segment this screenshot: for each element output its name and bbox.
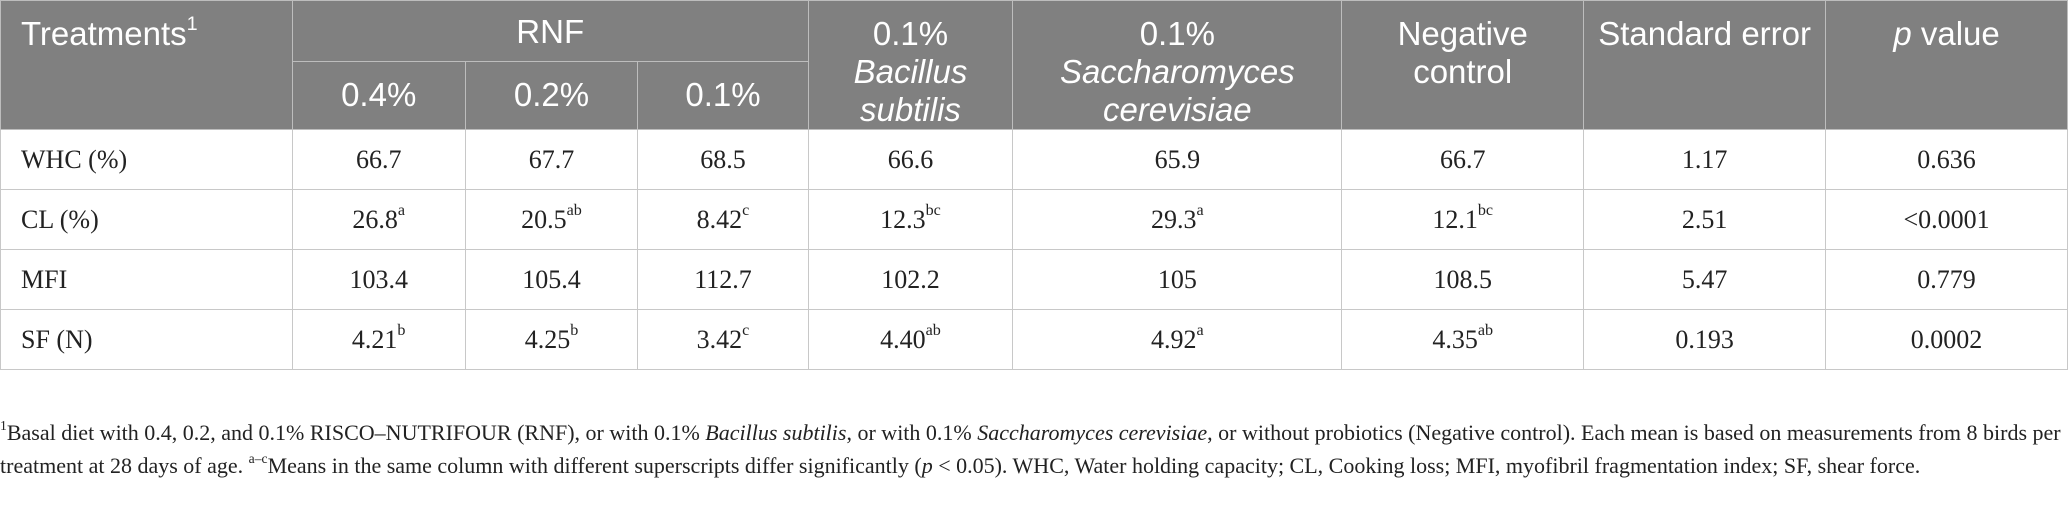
table-cell: 0.779 <box>1825 249 2068 310</box>
table-cell: 66.7 <box>1341 129 1585 190</box>
row-label: SF (N) <box>0 309 293 370</box>
table-row-whc: WHC (%) 66.7 67.7 68.5 66.6 65.9 66.7 1.… <box>0 129 2068 190</box>
header-rnf-level-3: 0.1% <box>637 61 809 130</box>
table-cell: 67.7 <box>464 129 639 190</box>
table-cell: 68.5 <box>637 129 809 190</box>
row-label: MFI <box>0 249 293 310</box>
table-cell: 66.7 <box>291 129 466 190</box>
table-cell: 12.3bc <box>807 189 1014 250</box>
table-row-mfi: MFI 103.4 105.4 112.7 102.2 105 108.5 5.… <box>0 249 2068 310</box>
header-negative-control: Negative control <box>1341 0 1585 130</box>
table-cell: 0.193 <box>1583 309 1827 370</box>
table-cell: 4.21b <box>291 309 466 370</box>
table-row-sf: SF (N) 4.21b 4.25b 3.42c 4.40ab 4.92a 4.… <box>0 309 2068 370</box>
header-rnf-level-1: 0.4% <box>291 61 466 130</box>
table-cell: 102.2 <box>807 249 1014 310</box>
row-label: CL (%) <box>0 189 293 250</box>
header-p-value-label: value <box>1920 15 2000 52</box>
table-cell: 112.7 <box>637 249 809 310</box>
table-cell: 12.1bc <box>1341 189 1585 250</box>
table-cell: 29.3a <box>1012 189 1343 250</box>
table-cell: 103.4 <box>291 249 466 310</box>
table-cell: 66.6 <box>807 129 1014 190</box>
table-cell: 0.0002 <box>1825 309 2068 370</box>
table-footnote: 1Basal diet with 0.4, 0.2, and 0.1% RISC… <box>0 416 2062 482</box>
table-cell: 4.92a <box>1012 309 1343 370</box>
results-table: Treatments1 RNF 0.1% Bacillus subtilis 0… <box>0 0 2068 370</box>
header-treatments-footnote-marker: 1 <box>186 13 198 36</box>
table-cell: 2.51 <box>1583 189 1827 250</box>
header-saccharomyces-name: Saccharomyces cerevisiae <box>1059 53 1295 128</box>
header-p-symbol: p <box>1893 15 1912 52</box>
table-cell: 105.4 <box>464 249 639 310</box>
footnote-marker-a-c: a–c <box>248 450 268 466</box>
table-cell: 65.9 <box>1012 129 1343 190</box>
table-cell: 20.5ab <box>464 189 639 250</box>
header-rnf: RNF <box>291 0 809 63</box>
header-rnf-level-2: 0.2% <box>464 61 639 130</box>
row-label: WHC (%) <box>0 129 293 190</box>
header-saccharomyces-dose: 0.1% <box>1139 15 1215 52</box>
table-cell: 105 <box>1012 249 1343 310</box>
table-cell: 108.5 <box>1341 249 1585 310</box>
header-standard-error: Standard error <box>1583 0 1827 130</box>
header-saccharomyces: 0.1% Saccharomyces cerevisiae <box>1012 0 1343 130</box>
header-treatments-label: Treatments <box>21 15 187 52</box>
header-bacillus-name: Bacillus subtilis <box>853 53 968 128</box>
table-cell: 8.42c <box>637 189 809 250</box>
header-bacillus: 0.1% Bacillus subtilis <box>807 0 1014 130</box>
table-cell: 5.47 <box>1583 249 1827 310</box>
header-treatments: Treatments1 <box>0 0 293 130</box>
table-cell: 26.8a <box>291 189 466 250</box>
table-cell: 4.35ab <box>1341 309 1585 370</box>
footnote-text: 1Basal diet with 0.4, 0.2, and 0.1% RISC… <box>0 417 2061 478</box>
table-cell: 4.25b <box>464 309 639 370</box>
table-cell: 3.42c <box>637 309 809 370</box>
header-p-value: p value <box>1825 0 2068 130</box>
table-cell: 4.40ab <box>807 309 1014 370</box>
table-row-cl: CL (%) 26.8a 20.5ab 8.42c 12.3bc 29.3a 1… <box>0 189 2068 250</box>
table-cell: 0.636 <box>1825 129 2068 190</box>
footnote-marker-1: 1 <box>0 417 7 433</box>
header-bacillus-dose: 0.1% <box>872 15 949 52</box>
table-cell: <0.0001 <box>1825 189 2068 250</box>
table-cell: 1.17 <box>1583 129 1827 190</box>
